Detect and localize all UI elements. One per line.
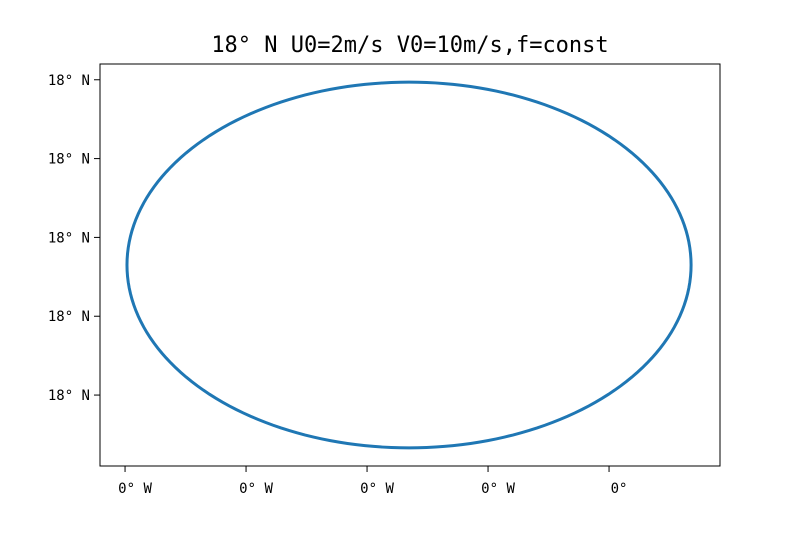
y-tick-label: 18° N [48, 152, 90, 168]
y-tick-label: 18° N [48, 73, 90, 89]
x-tick-label: 0° W [239, 481, 273, 497]
x-tick-label: 0° [611, 481, 628, 497]
x-tick-label: 0° W [118, 481, 152, 497]
y-tick-label: 18° N [48, 388, 90, 404]
plot-frame [99, 63, 721, 467]
x-tick-label: 0° W [360, 481, 394, 497]
x-tick-label: 0° W [481, 481, 515, 497]
trajectory-line-0 [125, 80, 693, 450]
y-tick-label: 18° N [48, 309, 90, 325]
chart-title: 18° N U0=2m/s V0=10m/s,f=const [211, 33, 608, 58]
y-tick-label: 18° N [48, 230, 90, 246]
